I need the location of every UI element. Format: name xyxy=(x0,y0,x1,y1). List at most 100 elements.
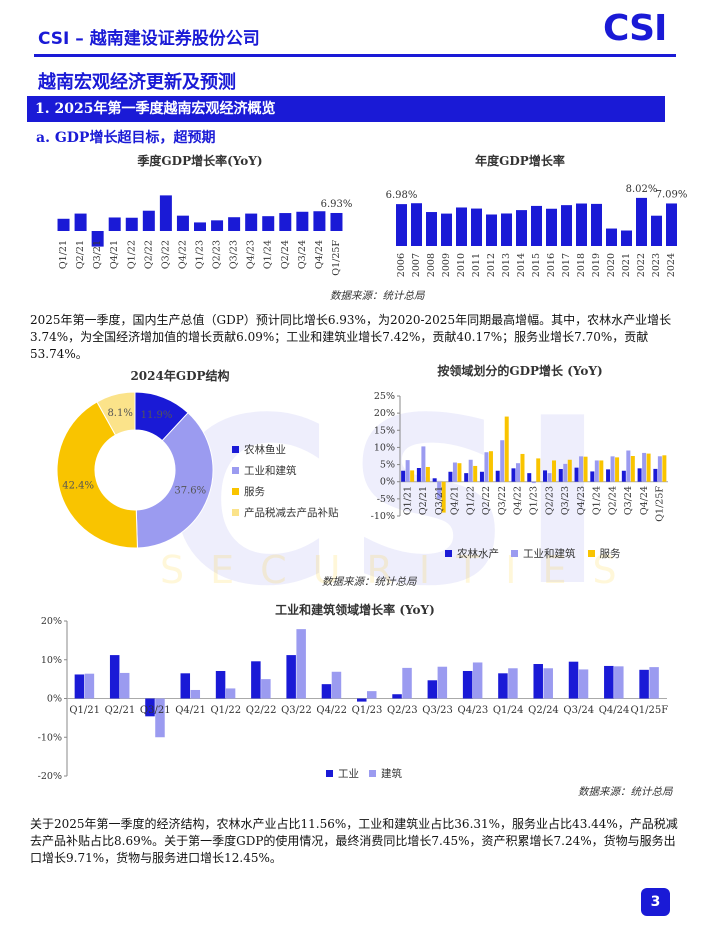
tick-label: 2011 xyxy=(471,253,482,277)
bar xyxy=(471,208,482,246)
bar xyxy=(262,216,275,231)
y-tick-label: 10% xyxy=(41,655,62,666)
data-label: 7.09% xyxy=(656,189,688,200)
bar xyxy=(456,207,467,246)
x-tick-label: Q4/23 xyxy=(458,705,489,716)
bar xyxy=(547,473,552,482)
tick-label: Q3/24 xyxy=(297,240,308,269)
y-tick-label: -5% xyxy=(377,494,395,505)
bar xyxy=(552,460,557,482)
y-tick-label: -20% xyxy=(38,771,62,782)
bar xyxy=(84,673,95,699)
bar xyxy=(520,453,525,482)
tick-label: Q4/21 xyxy=(109,240,120,269)
bar xyxy=(536,458,541,482)
x-tick-label: Q3/24 xyxy=(563,705,594,716)
bar xyxy=(561,205,572,246)
bar xyxy=(558,469,563,482)
bar xyxy=(119,672,130,699)
bar xyxy=(228,217,241,231)
bar xyxy=(448,471,453,482)
source-note-2: 数据来源：统计总局 xyxy=(322,576,417,588)
bar xyxy=(543,470,548,482)
tick-label: Q2/24 xyxy=(280,240,291,269)
chart-title-sector-gdp: 按领域划分的GDP增长 (YoY) xyxy=(437,364,603,378)
tick-label: Q2/21 xyxy=(418,486,429,515)
x-tick-label: Q4/22 xyxy=(316,705,347,716)
bar xyxy=(594,460,599,482)
bar xyxy=(472,662,483,699)
bar xyxy=(357,698,367,702)
bar xyxy=(583,456,588,482)
bar xyxy=(515,463,520,482)
bar xyxy=(176,215,189,231)
tick-label: 2021 xyxy=(621,253,632,277)
legend-item: 服务 xyxy=(587,546,621,561)
tick-label: 2015 xyxy=(531,253,542,277)
chart-title-gdp-structure: 2024年GDP结构 xyxy=(130,369,230,383)
bar xyxy=(225,688,236,699)
tick-label: 2006 xyxy=(396,253,407,277)
tick-label: Q2/21 xyxy=(75,240,86,269)
paragraph-gdp-growth: 2025年第一季度，国内生产总值（GDP）预计同比增长6.93%，为2020-2… xyxy=(30,313,672,361)
tick-label: Q1/22 xyxy=(126,240,137,269)
tick-label: Q4/23 xyxy=(246,240,257,269)
tick-label: Q4/23 xyxy=(576,486,587,515)
bar xyxy=(441,213,452,246)
bar xyxy=(621,230,632,246)
slice-label: 11.9% xyxy=(141,410,173,421)
chart-title-industry: 工业和建筑领域增长率 (YoY) xyxy=(275,603,435,617)
bar xyxy=(662,455,667,482)
y-tick-label: 20% xyxy=(41,616,62,627)
tick-label: Q1/24 xyxy=(263,240,274,269)
bar xyxy=(576,203,587,246)
x-tick-label: Q3/21 xyxy=(140,705,171,716)
y-tick-label: 10% xyxy=(374,442,395,453)
tick-label: Q4/22 xyxy=(177,240,188,269)
bar xyxy=(245,213,258,231)
y-tick-label: -10% xyxy=(371,511,395,522)
bar xyxy=(441,481,446,513)
donut-slice xyxy=(56,401,138,549)
tick-label: Q3/23 xyxy=(560,486,571,515)
x-tick-label: Q3/23 xyxy=(422,705,453,716)
tick-label: Q2/22 xyxy=(143,240,154,269)
bar xyxy=(74,674,85,699)
bar xyxy=(437,481,442,499)
bar xyxy=(637,468,642,482)
bar xyxy=(57,218,70,231)
bar xyxy=(251,661,261,699)
tick-label: Q1/21 xyxy=(402,486,413,515)
bar xyxy=(639,669,649,699)
bar xyxy=(568,661,579,699)
y-tick-label: 0% xyxy=(47,694,62,705)
bar xyxy=(464,473,469,482)
legend-item: 建筑 xyxy=(369,766,402,781)
y-tick-label: 15% xyxy=(374,425,395,436)
bar xyxy=(498,673,508,699)
tick-label: Q3/24 xyxy=(623,486,634,515)
tick-label: Q3/23 xyxy=(229,240,240,269)
legend-item: 工业和建筑 xyxy=(232,463,339,478)
y-tick-label: 5% xyxy=(380,460,395,471)
bar xyxy=(479,471,484,482)
tick-label: 2007 xyxy=(411,253,422,277)
bar xyxy=(279,213,292,231)
y-tick-label: 25% xyxy=(374,391,395,402)
bar xyxy=(508,668,518,699)
bar xyxy=(392,694,402,699)
bar xyxy=(546,208,557,246)
x-tick-label: Q4/24 xyxy=(599,705,630,716)
tick-label: 2013 xyxy=(501,253,512,277)
bar xyxy=(500,440,505,482)
tick-label: Q2/23 xyxy=(212,240,223,269)
bar xyxy=(396,204,407,246)
legend-item: 工业 xyxy=(326,766,359,781)
bar xyxy=(155,698,165,738)
bar xyxy=(657,456,662,482)
y-tick-label: 20% xyxy=(374,408,395,419)
tick-label: 2014 xyxy=(516,253,527,277)
bar xyxy=(215,670,226,699)
bar xyxy=(125,217,138,231)
bar xyxy=(615,457,620,482)
